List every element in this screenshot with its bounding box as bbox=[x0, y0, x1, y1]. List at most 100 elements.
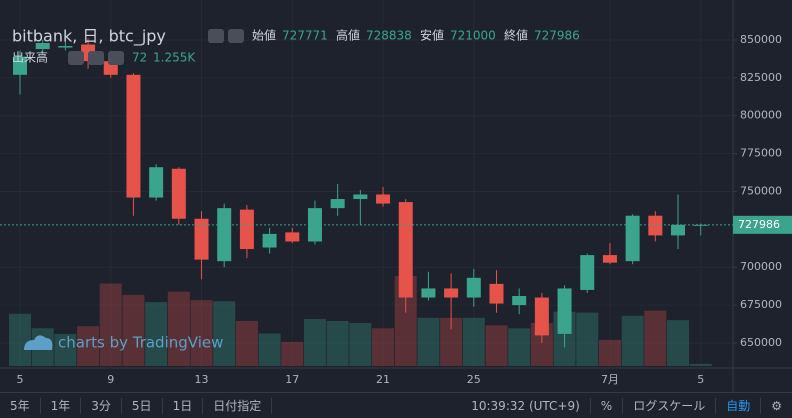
candle-body bbox=[489, 283, 504, 304]
candle-body bbox=[239, 209, 254, 250]
ohlc-value: 728838 bbox=[366, 29, 412, 43]
price-label: 727986 bbox=[738, 218, 780, 231]
ohlc-label: 高値 bbox=[336, 28, 360, 43]
x-tick-label: 21 bbox=[376, 373, 390, 386]
volume-bar bbox=[145, 302, 168, 366]
icon bbox=[88, 51, 104, 65]
chart: 850000 825000 800000 775000 750000 700000 6750… bbox=[0, 0, 792, 392]
volume-bar bbox=[621, 315, 644, 366]
candle-body bbox=[671, 224, 686, 236]
candle-body bbox=[194, 218, 209, 260]
volume-bar bbox=[394, 276, 417, 366]
volume-bar bbox=[689, 363, 712, 366]
volume-bar bbox=[54, 334, 77, 366]
toolbar-button[interactable]: % bbox=[591, 397, 624, 414]
candle-body bbox=[285, 232, 300, 242]
volume-value: 72 bbox=[132, 51, 147, 65]
volume-bar bbox=[485, 325, 508, 366]
volume-bar bbox=[576, 312, 599, 366]
candle-body bbox=[262, 233, 277, 248]
candle-body bbox=[330, 199, 345, 209]
toolbar-button[interactable]: 1年 bbox=[41, 397, 82, 414]
toolbar-button[interactable]: 自動 bbox=[716, 397, 762, 414]
volume-bar bbox=[508, 328, 531, 366]
candle-body bbox=[149, 167, 164, 198]
volume-bar bbox=[235, 321, 258, 366]
toolbar-button[interactable]: 1日 bbox=[163, 397, 204, 414]
candle-body bbox=[171, 168, 186, 219]
icon bbox=[108, 51, 124, 65]
icon bbox=[68, 51, 84, 65]
settings-button[interactable]: ⚙ bbox=[771, 398, 782, 413]
toolbar-button[interactable]: 5年 bbox=[0, 397, 41, 414]
toolbar-button: 10:39:32 (UTC+9) bbox=[461, 397, 591, 414]
ohlc-label: 始値 bbox=[252, 28, 276, 43]
toolbar-button[interactable]: 日付指定 bbox=[203, 397, 273, 414]
ohlc-label: 終値 bbox=[504, 28, 528, 43]
y-tick-label: 650000 bbox=[740, 336, 782, 349]
toolbar-button[interactable]: 5日 bbox=[122, 397, 163, 414]
volume-bar bbox=[99, 283, 122, 366]
volume-bar bbox=[349, 323, 372, 366]
candle-body bbox=[421, 288, 436, 298]
volume-bar bbox=[372, 328, 395, 366]
candle-body bbox=[648, 215, 663, 236]
y-tick-label: 775000 bbox=[740, 147, 782, 160]
watermark-logo bbox=[24, 335, 53, 350]
candle-body bbox=[625, 215, 640, 262]
candle-body bbox=[353, 194, 368, 200]
candle-body bbox=[58, 46, 73, 48]
candle-body bbox=[466, 277, 481, 298]
candle-body bbox=[580, 255, 595, 290]
x-tick-label: 9 bbox=[107, 373, 114, 386]
x-tick-label: 5 bbox=[17, 373, 24, 386]
candle-body bbox=[557, 288, 572, 334]
x-tick-label: 5 bbox=[697, 373, 704, 386]
candle-body bbox=[512, 296, 527, 306]
volume-bar bbox=[644, 310, 667, 366]
volume-bar bbox=[167, 291, 190, 366]
volume-bar bbox=[417, 317, 440, 366]
y-tick-label: 700000 bbox=[740, 260, 782, 273]
y-tick-label: 800000 bbox=[740, 109, 782, 122]
x-tick-label: 13 bbox=[195, 373, 209, 386]
volume-bar bbox=[258, 333, 281, 366]
volume-bar bbox=[213, 301, 236, 366]
volume-bar bbox=[9, 313, 31, 366]
candle-body bbox=[398, 202, 413, 298]
volume-bar bbox=[281, 341, 304, 366]
chart-title: bitbank, 日, btc_jpy bbox=[12, 27, 166, 47]
volume-ma: 1.255K bbox=[153, 51, 196, 65]
candle-body bbox=[126, 74, 141, 198]
volume-bar bbox=[190, 300, 213, 366]
volume-bar bbox=[77, 326, 100, 366]
toolbar-button[interactable]: ログスケール bbox=[623, 397, 717, 414]
volume-bar bbox=[667, 320, 690, 366]
y-tick-label: 825000 bbox=[740, 71, 782, 84]
candle-body bbox=[534, 297, 549, 336]
volume-bar bbox=[326, 321, 349, 366]
price-label-bg bbox=[733, 215, 792, 234]
icon bbox=[208, 29, 224, 43]
x-tick-label: 17 bbox=[285, 373, 299, 386]
volume-bar bbox=[122, 294, 145, 366]
candle-body bbox=[35, 42, 50, 50]
watermark: charts by TradingView bbox=[58, 334, 223, 352]
candle-body bbox=[444, 288, 459, 298]
volume-label: 出来高 bbox=[12, 50, 48, 65]
ohlc-label: 安値 bbox=[420, 28, 444, 43]
candle-body bbox=[602, 255, 617, 263]
volume-bar bbox=[598, 339, 621, 366]
volume-bar bbox=[303, 318, 326, 366]
ohlc-value: 721000 bbox=[450, 29, 496, 43]
y-tick-label: 750000 bbox=[740, 184, 782, 197]
candle-body bbox=[307, 208, 322, 242]
volume-bar bbox=[440, 317, 463, 366]
y-tick-label: 675000 bbox=[740, 298, 782, 311]
x-tick-label: 7月 bbox=[601, 373, 619, 386]
candle-body bbox=[376, 194, 391, 204]
volume-bar bbox=[462, 317, 485, 366]
y-tick-label: 850000 bbox=[740, 33, 782, 46]
toolbar-button[interactable]: 3分 bbox=[81, 397, 122, 414]
candle-body bbox=[217, 208, 232, 262]
